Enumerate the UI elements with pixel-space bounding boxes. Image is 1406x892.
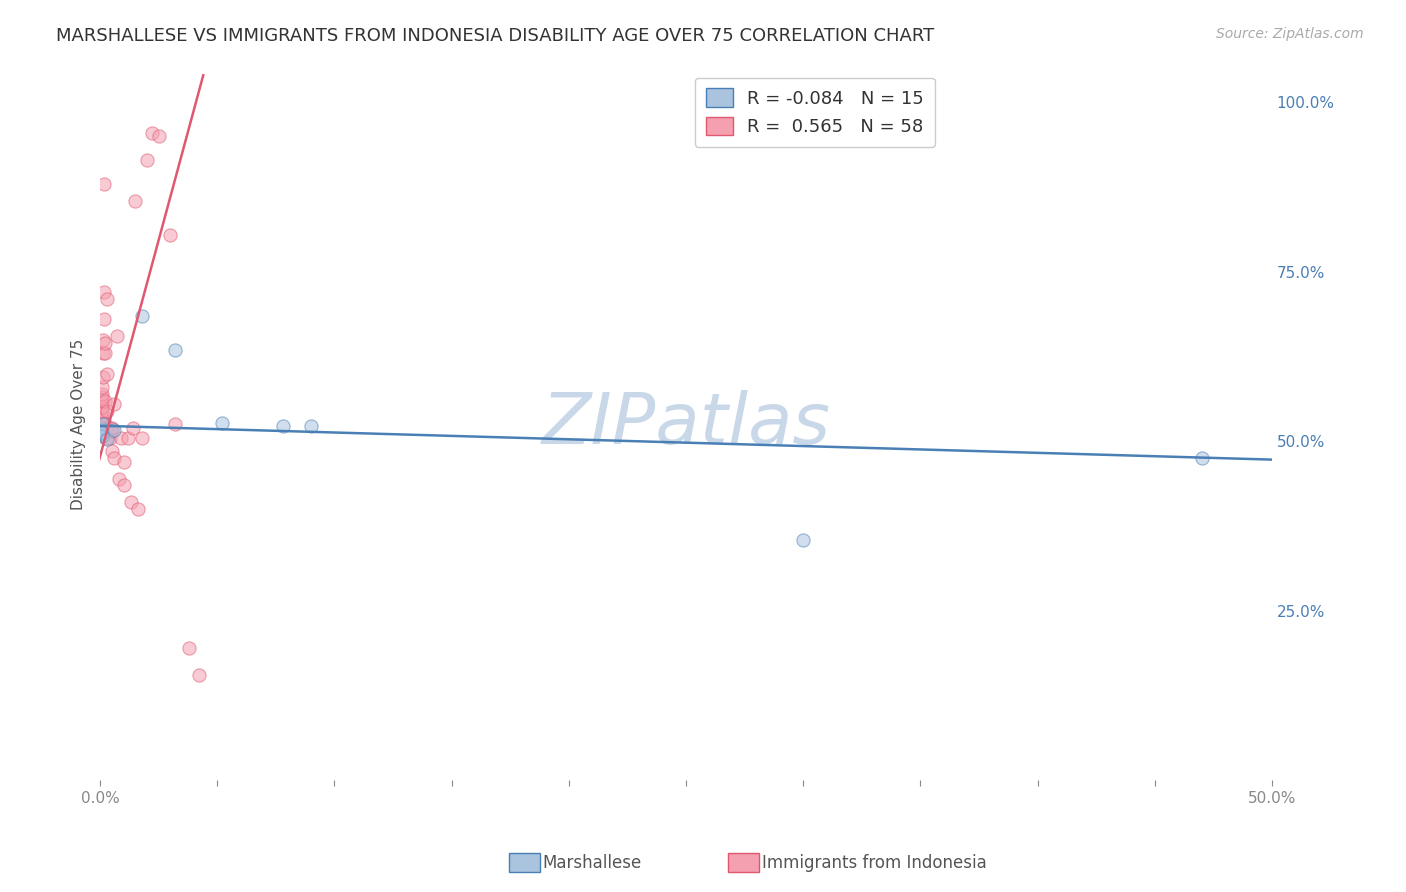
Point — [91, 422, 114, 436]
Point — [299, 418, 322, 433]
Point — [91, 393, 114, 408]
Point — [136, 153, 159, 167]
Point — [1191, 451, 1213, 466]
Text: Marshallese: Marshallese — [543, 854, 643, 871]
Point — [96, 421, 118, 435]
Point — [98, 431, 121, 445]
Point — [127, 502, 149, 516]
Point — [96, 404, 118, 418]
Point — [131, 431, 153, 445]
Point — [90, 429, 112, 443]
Point — [91, 370, 114, 384]
Point — [90, 424, 112, 438]
Point — [124, 194, 146, 208]
Point — [96, 292, 118, 306]
Point — [93, 285, 115, 300]
Point — [96, 432, 118, 446]
Point — [96, 424, 118, 438]
Point — [93, 177, 115, 191]
Point — [96, 367, 118, 381]
Point — [103, 397, 125, 411]
Point — [112, 478, 135, 492]
Point — [91, 425, 114, 440]
Text: ZIPatlas: ZIPatlas — [541, 390, 831, 458]
Point — [91, 417, 114, 432]
Point — [94, 417, 117, 432]
Point — [94, 393, 117, 408]
Point — [91, 346, 114, 360]
Point — [179, 641, 201, 656]
Point — [108, 472, 131, 486]
Point — [792, 533, 814, 547]
Point — [101, 424, 124, 438]
Point — [187, 668, 209, 682]
Point — [122, 421, 145, 435]
Point — [90, 421, 112, 435]
Point — [112, 455, 135, 469]
Point — [103, 451, 125, 466]
Point — [90, 427, 112, 442]
Point — [94, 336, 117, 351]
Point — [159, 227, 181, 242]
Point — [93, 333, 115, 347]
Point — [90, 421, 112, 435]
Point — [211, 416, 233, 430]
Point — [98, 421, 121, 435]
Point — [165, 343, 187, 357]
Point — [165, 417, 187, 432]
Point — [91, 401, 114, 415]
Point — [90, 424, 112, 438]
Point — [90, 417, 112, 432]
Point — [90, 427, 112, 442]
Legend: R = -0.084   N = 15, R =  0.565   N = 58: R = -0.084 N = 15, R = 0.565 N = 58 — [695, 78, 935, 147]
Text: Immigrants from Indonesia: Immigrants from Indonesia — [762, 854, 987, 871]
Point — [91, 410, 114, 425]
Point — [93, 312, 115, 326]
Point — [91, 404, 114, 418]
Point — [101, 421, 124, 435]
Point — [141, 126, 163, 140]
Point — [90, 424, 112, 438]
Point — [94, 346, 117, 360]
Point — [105, 329, 128, 343]
Point — [91, 426, 114, 441]
Point — [120, 495, 142, 509]
Point — [94, 431, 117, 445]
Text: Source: ZipAtlas.com: Source: ZipAtlas.com — [1216, 27, 1364, 41]
Point — [91, 390, 114, 404]
Point — [148, 129, 170, 144]
Point — [91, 387, 114, 401]
Text: MARSHALLESE VS IMMIGRANTS FROM INDONESIA DISABILITY AGE OVER 75 CORRELATION CHAR: MARSHALLESE VS IMMIGRANTS FROM INDONESIA… — [56, 27, 935, 45]
Point — [101, 444, 124, 458]
Point — [90, 414, 112, 428]
Point — [131, 309, 153, 323]
Point — [91, 407, 114, 421]
Point — [110, 431, 132, 445]
Point — [103, 423, 125, 437]
Point — [117, 431, 139, 445]
Point — [94, 427, 117, 442]
Point — [91, 380, 114, 394]
Y-axis label: Disability Age Over 75: Disability Age Over 75 — [72, 339, 86, 510]
Point — [271, 419, 294, 434]
